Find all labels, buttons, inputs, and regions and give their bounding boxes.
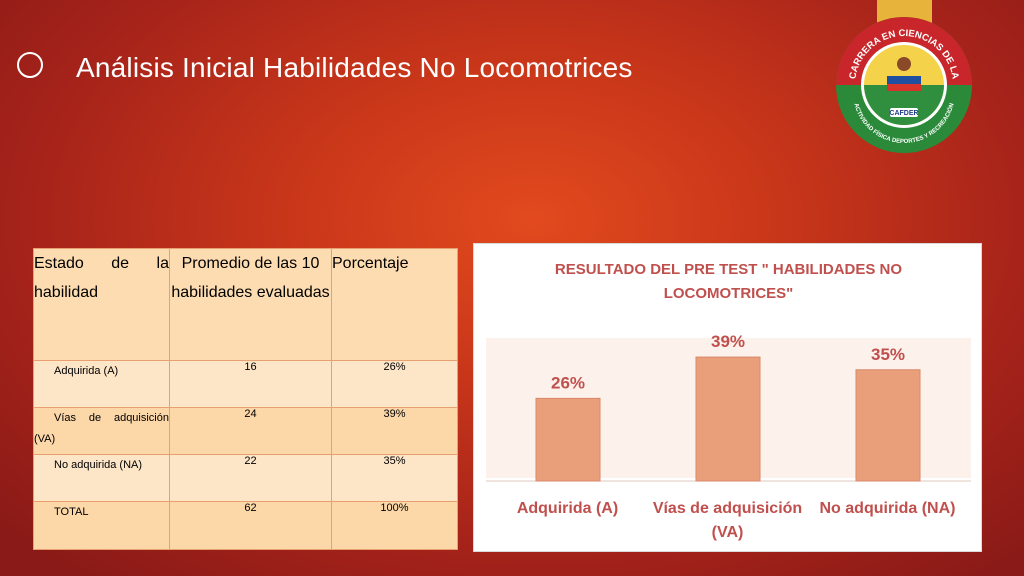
- x-tick-label-2: No adquirida (NA): [819, 500, 956, 517]
- row-label-text: No adquirida (NA): [54, 459, 143, 471]
- slide-title: Análisis Inicial Habilidades No Locomotr…: [76, 52, 633, 83]
- chart-title: RESULTADO DEL PRE TEST " HABILIDADES NO …: [474, 258, 983, 306]
- table-row-total: TOTAL 62 100%: [33, 501, 458, 550]
- bar-0: [535, 397, 601, 482]
- table-row: Vías de adquisición (VA) 24 39%: [33, 407, 458, 455]
- table-header-cell: Estado de la habilidad: [33, 248, 170, 361]
- row-label-text: TOTAL: [54, 506, 89, 518]
- table-cell-avg: 62: [169, 501, 332, 550]
- row-label-text: Vías de adquisición (VA): [34, 412, 169, 445]
- bar-2: [855, 369, 921, 482]
- x-tick-label-1: Vías de adquisición (VA): [652, 500, 803, 541]
- table-cell-label: Vías de adquisición (VA): [33, 407, 170, 455]
- table-cell-label: TOTAL: [33, 501, 170, 550]
- table-header-cell: Porcentaje: [331, 248, 458, 361]
- slide-bullet: [17, 52, 43, 78]
- table-cell-pct: 26%: [331, 360, 458, 408]
- table-header-cell: Promedio de las 10 habilidades evaluadas: [169, 248, 332, 361]
- table-cell-pct: 100%: [331, 501, 458, 550]
- bar-data-label-0: 26%: [551, 373, 585, 392]
- table-row: No adquirida (NA) 22 35%: [33, 454, 458, 502]
- table-cell-label: No adquirida (NA): [33, 454, 170, 502]
- chart-title-line-2: LOCOMOTRICES": [663, 285, 794, 302]
- x-tick-label-0: Adquirida (A): [516, 500, 619, 517]
- table-header-row: Estado de la habilidad Promedio de las 1…: [33, 248, 458, 361]
- chart-title-line-1: RESULTADO DEL PRE TEST " HABILIDADES NO: [554, 261, 903, 278]
- bar-chart: 26% 39% 35%: [486, 332, 971, 482]
- bar-data-label-1: 39%: [711, 332, 745, 351]
- table-cell-pct: 35%: [331, 454, 458, 502]
- bar-1: [695, 356, 761, 482]
- table-cell-pct: 39%: [331, 407, 458, 455]
- logo-badge-text: CAFDER: [889, 110, 918, 117]
- table-cell-avg: 22: [169, 454, 332, 502]
- bar-data-label-2: 35%: [871, 345, 905, 364]
- table-cell-label: Adquirida (A): [33, 360, 170, 408]
- table-cell-avg: 16: [169, 360, 332, 408]
- chart-panel: RESULTADO DEL PRE TEST " HABILIDADES NO …: [473, 243, 982, 552]
- table-cell-avg: 24: [169, 407, 332, 455]
- results-table: Estado de la habilidad Promedio de las 1…: [33, 248, 458, 550]
- row-label-text: Adquirida (A): [54, 365, 119, 377]
- table-row: Adquirida (A) 16 26%: [33, 360, 458, 408]
- cafder-logo: CAFDER CARRERA EN CIENCIAS DE LA ACTIVID…: [836, 17, 972, 153]
